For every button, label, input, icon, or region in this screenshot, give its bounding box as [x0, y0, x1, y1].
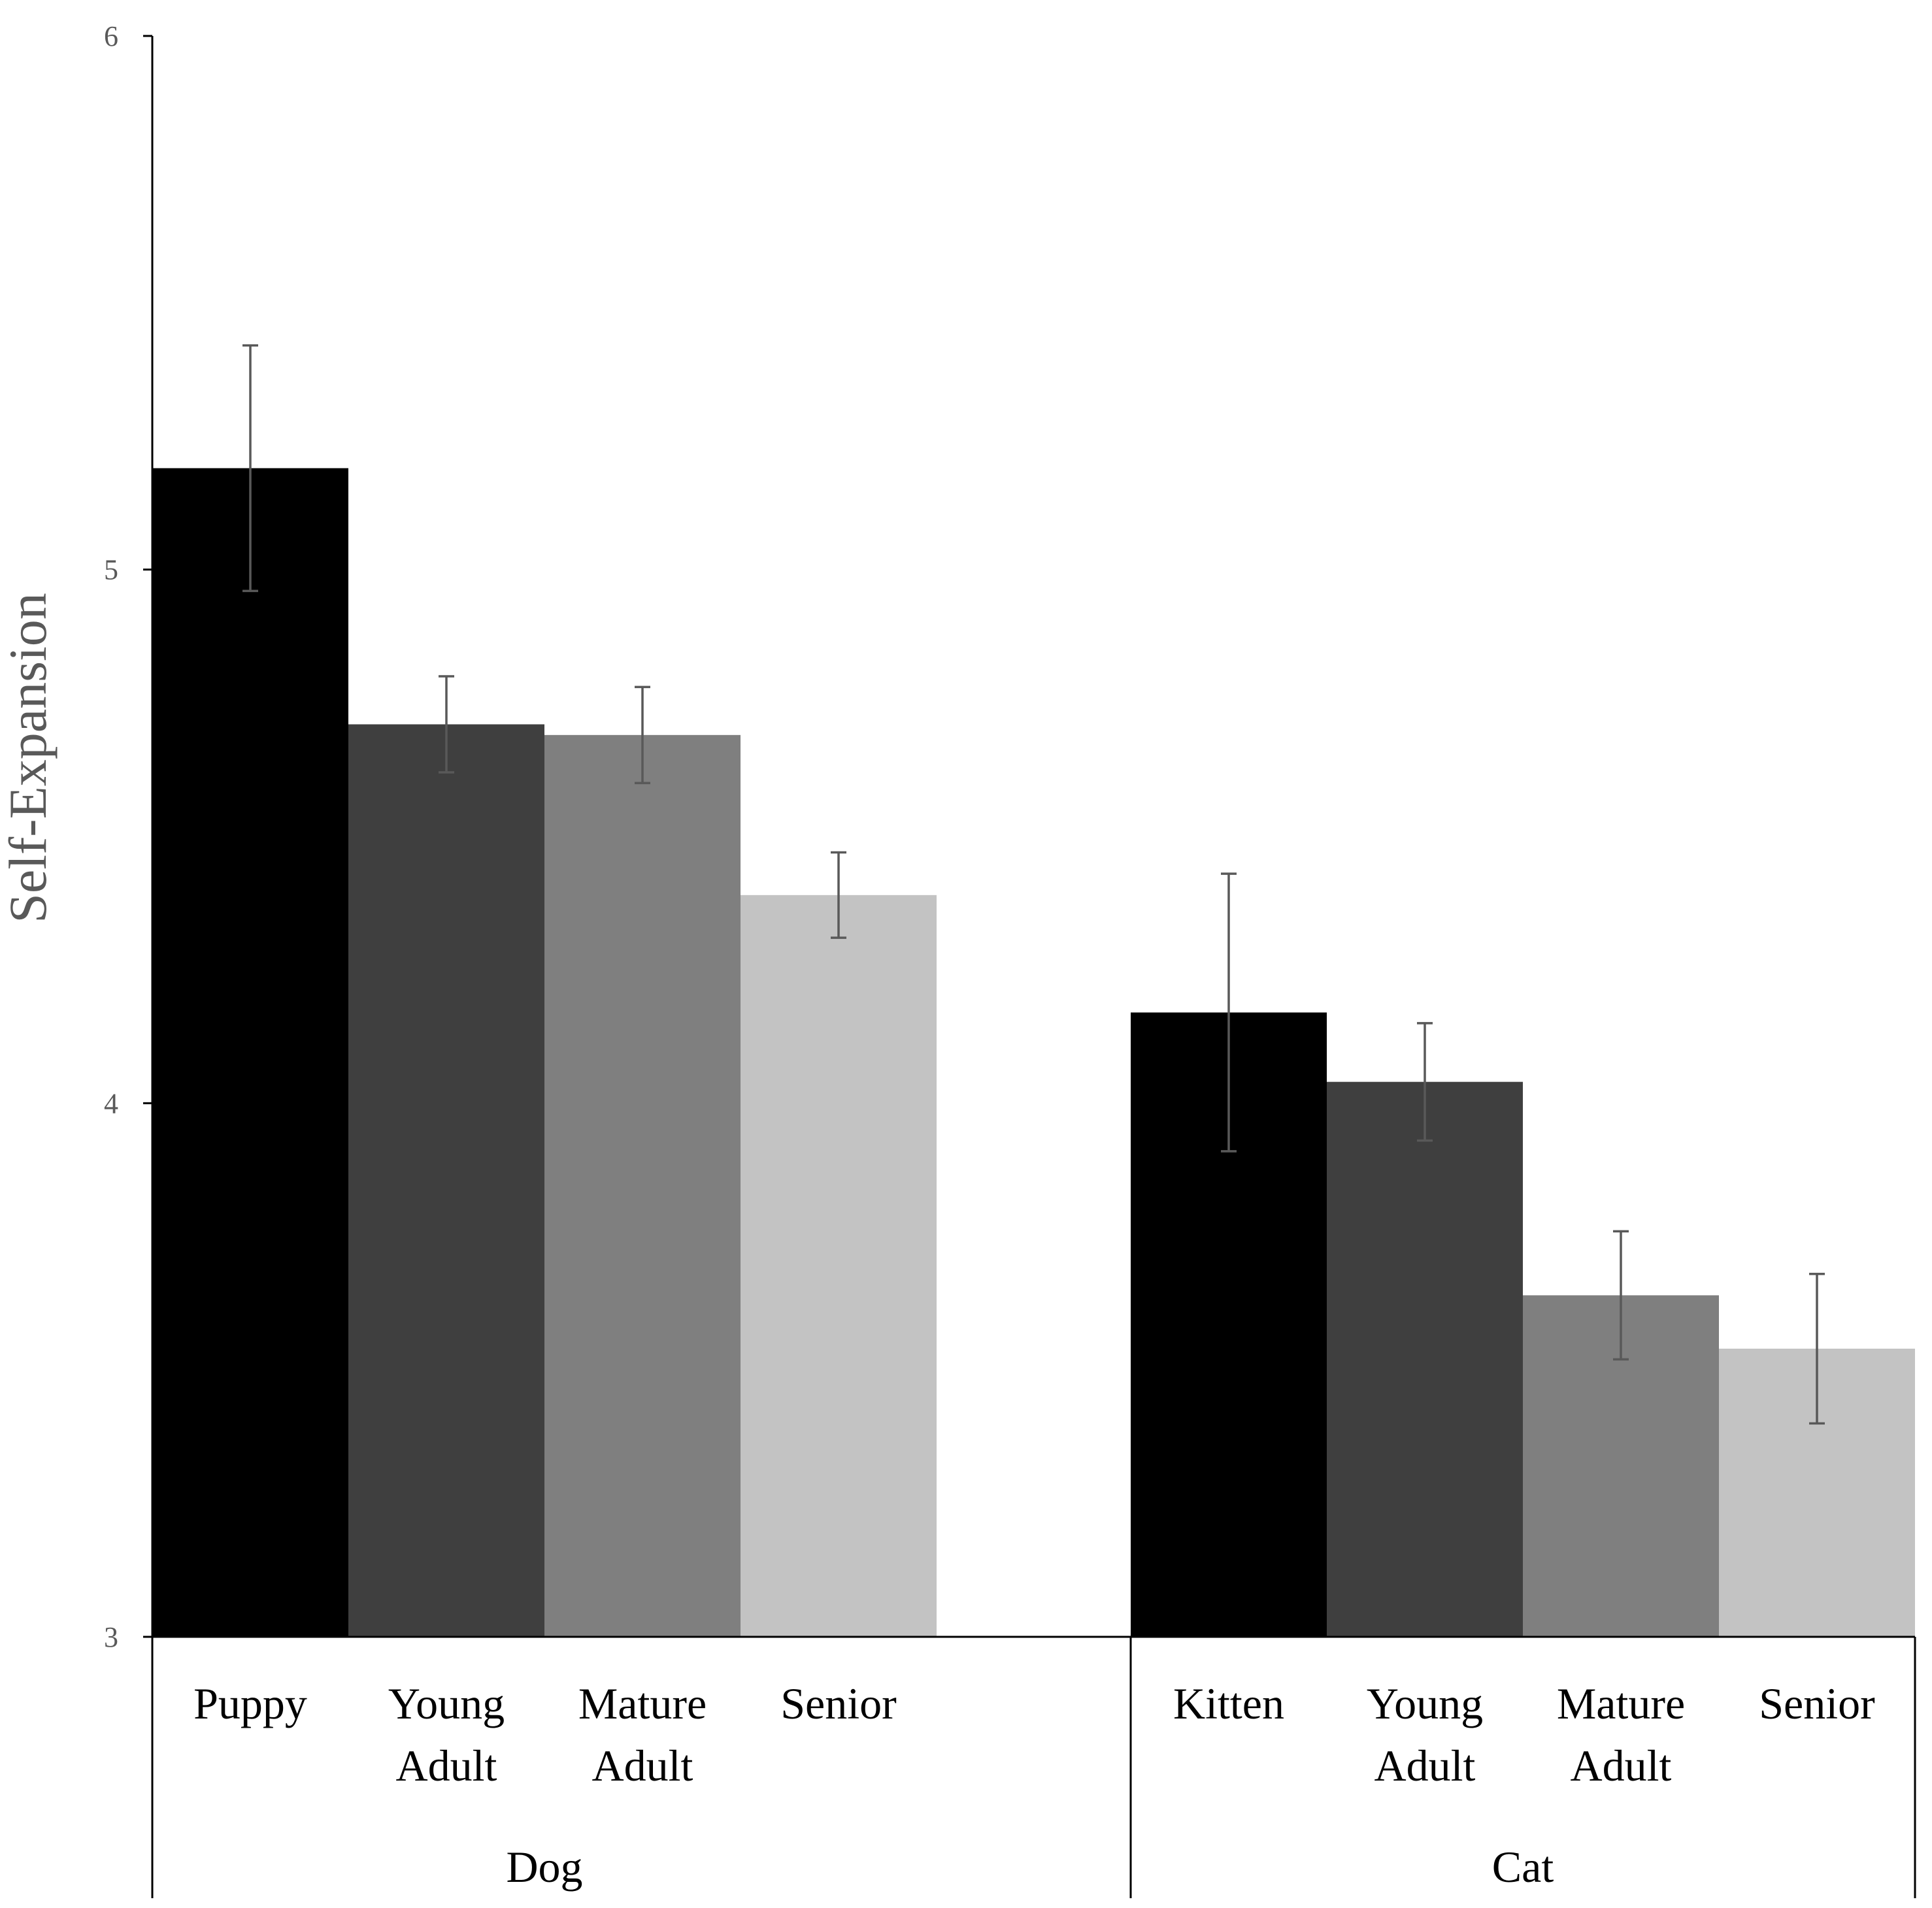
bar-dog-2 — [544, 734, 741, 1637]
category-label: Senior — [1759, 1679, 1875, 1728]
category-label: Young — [388, 1679, 505, 1728]
bar-dog-1 — [348, 724, 544, 1637]
group-label-dog: Dog — [506, 1842, 582, 1892]
y-tick-label: 5 — [104, 554, 118, 586]
category-label: Mature — [1557, 1679, 1685, 1728]
y-tick-label: 4 — [104, 1087, 118, 1119]
error-bars-layer — [242, 344, 1825, 1425]
category-label: Adult — [1571, 1741, 1672, 1790]
category-label: Adult — [396, 1741, 497, 1790]
category-label: Kitten — [1173, 1679, 1284, 1728]
category-label: Puppy — [193, 1679, 307, 1728]
category-label: Senior — [780, 1679, 897, 1728]
category-label: Mature — [578, 1679, 707, 1728]
axes-layer — [143, 35, 1916, 1898]
bar-dog-3 — [741, 895, 937, 1637]
bar-dog-0 — [152, 468, 348, 1637]
y-tick-label: 3 — [104, 1621, 118, 1653]
y-axis-label: Self-Expansion — [0, 593, 58, 923]
group-label-cat: Cat — [1492, 1842, 1554, 1892]
bars-layer — [152, 468, 1915, 1637]
y-tick-label: 6 — [104, 20, 118, 52]
labels-layer: Puppy Young Adult Mature Adult Senior Dog Kitte… — [104, 20, 1875, 1892]
category-label: Young — [1367, 1679, 1483, 1728]
category-label: Adult — [1374, 1741, 1476, 1790]
bar-cat-1 — [1327, 1081, 1523, 1637]
category-label: Adult — [592, 1741, 693, 1790]
